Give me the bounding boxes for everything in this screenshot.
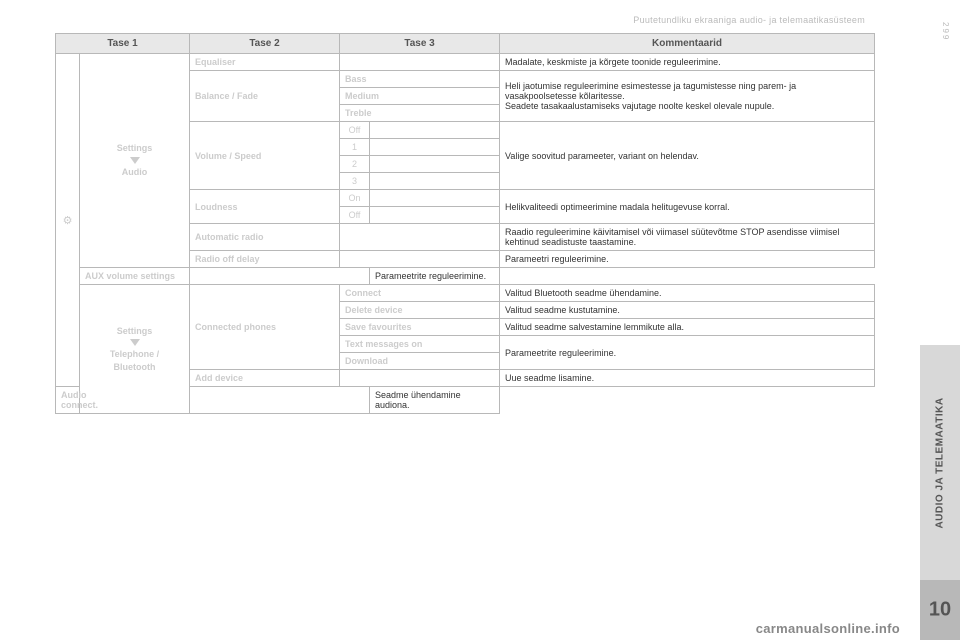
adddev-l3 [340, 370, 500, 387]
group-phone-label2: Telephone / [110, 349, 159, 359]
connphones-delete: Delete device [340, 302, 500, 319]
autoradio-l3 [340, 224, 500, 251]
volspeed-1-blank [370, 139, 500, 156]
settings-table: Tase 1 Tase 2 Tase 3 Kommentaarid ⚙ Sett… [55, 33, 875, 414]
page-number: 299 [941, 22, 950, 41]
row-equaliser: ⚙ Settings Audio Equaliser Madalate, kes… [56, 54, 875, 71]
connphones-savefav-comm: Valitud seadme salvestamine lemmikute al… [500, 319, 875, 336]
volspeed-2: 2 [340, 156, 370, 173]
audioconn-l3 [190, 387, 370, 414]
radiodelay-l3 [340, 251, 500, 268]
volspeed-3-blank [370, 173, 500, 190]
connphones-connect-comm: Valitud Bluetooth seadme ühendamine. [500, 285, 875, 302]
equaliser-comm: Madalate, keskmiste ja kõrgete toonide r… [500, 54, 875, 71]
section-tab: AUDIO JA TELEMAATIKA [920, 345, 960, 580]
section-label: AUDIO JA TELEMAATIKA [935, 397, 946, 528]
gear-icon-cell: ⚙ [56, 54, 80, 387]
watermark: carmanualsonline.info [756, 621, 900, 636]
chevron-down-icon [130, 157, 140, 164]
col-l2: Tase 2 [190, 34, 340, 54]
col-l1: Tase 1 [56, 34, 190, 54]
row-connect: Settings Telephone / Bluetooth Connected… [56, 285, 875, 302]
sidebar: 299 AUDIO JA TELEMAATIKA 10 [920, 0, 960, 640]
group-phone: Settings Telephone / Bluetooth [80, 285, 190, 414]
volspeed-off: Off [340, 122, 370, 139]
loudness-off: Off [340, 207, 370, 224]
balance-treble: Treble [340, 105, 500, 122]
chapter-tab: 10 [920, 580, 960, 640]
connphones-delete-comm: Valitud seadme kustutamine. [500, 302, 875, 319]
connphones-download: Download [340, 353, 500, 370]
auxvol-comm: Parameetrite reguleerimine. [370, 268, 500, 285]
loudness-off-blank [370, 207, 500, 224]
group-phone-label1: Settings [117, 326, 153, 336]
audioconn-comm: Seadme ühendamine audiona. [370, 387, 500, 414]
connphones-textdl-comm: Parameetrite reguleerimine. [500, 336, 875, 370]
loudness-on-blank [370, 190, 500, 207]
auxvol-l2: AUX volume settings [80, 268, 190, 285]
connphones-l2: Connected phones [190, 285, 340, 370]
volspeed-comm: Valige soovitud parameeter, variant on h… [500, 122, 875, 190]
volspeed-3: 3 [340, 173, 370, 190]
balance-l2: Balance / Fade [190, 71, 340, 122]
volspeed-2-blank [370, 156, 500, 173]
connphones-textmsg: Text messages on [340, 336, 500, 353]
autoradio-l2: Automatic radio [190, 224, 340, 251]
gear-icon: ⚙ [63, 214, 73, 227]
balance-medium: Medium [340, 88, 500, 105]
adddev-comm: Uue seadme lisamine. [500, 370, 875, 387]
volspeed-1: 1 [340, 139, 370, 156]
connphones-savefav: Save favourites [340, 319, 500, 336]
radiodelay-comm: Parameetri reguleerimine. [500, 251, 875, 268]
connphones-connect: Connect [340, 285, 500, 302]
page-header: Puutetundliku ekraaniga audio- ja telema… [55, 15, 875, 25]
auxvol-l3 [190, 268, 370, 285]
group-phone-label3: Bluetooth [114, 362, 156, 372]
group-audio-label1: Settings [117, 143, 153, 153]
autoradio-comm: Raadio reguleerimine käivitamisel või vi… [500, 224, 875, 251]
col-comm: Kommentaarid [500, 34, 875, 54]
audioconn-l2: Audio connect. [56, 387, 80, 414]
col-l3: Tase 3 [340, 34, 500, 54]
volspeed-off-blank [370, 122, 500, 139]
loudness-l2: Loudness [190, 190, 340, 224]
balance-bass: Bass [340, 71, 500, 88]
loudness-comm: Helikvaliteedi optimeerimine madala heli… [500, 190, 875, 224]
row-auxvol: AUX volume settings Parameetrite regulee… [56, 268, 875, 285]
table-header-row: Tase 1 Tase 2 Tase 3 Kommentaarid [56, 34, 875, 54]
balance-comm: Heli jaotumise reguleerimine esimestesse… [500, 71, 875, 122]
radiodelay-l2: Radio off delay [190, 251, 340, 268]
loudness-on: On [340, 190, 370, 207]
equaliser-l2: Equaliser [190, 54, 340, 71]
volspeed-l2: Volume / Speed [190, 122, 340, 190]
adddev-l2: Add device [190, 370, 340, 387]
chapter-number: 10 [929, 599, 951, 622]
chevron-down-icon [130, 339, 140, 346]
equaliser-l3 [340, 54, 500, 71]
group-audio-label2: Audio [122, 167, 148, 177]
group-audio: Settings Audio [80, 54, 190, 268]
